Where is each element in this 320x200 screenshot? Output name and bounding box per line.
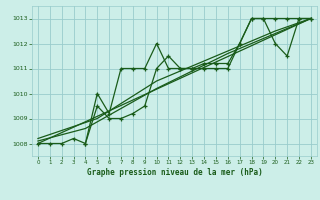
X-axis label: Graphe pression niveau de la mer (hPa): Graphe pression niveau de la mer (hPa) [86, 168, 262, 177]
